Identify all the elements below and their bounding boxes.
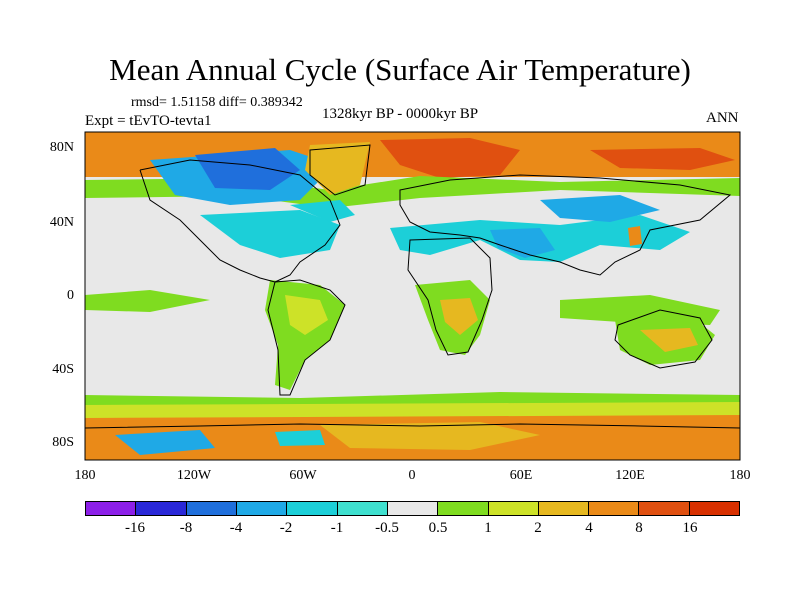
lat-label-0: 0 <box>67 288 74 303</box>
antarctic-cool-patch <box>115 430 215 455</box>
lon-label-60e: 60E <box>509 468 533 483</box>
lon-label-180e: 180 <box>729 468 751 483</box>
colorbar-label: 2 <box>534 520 542 536</box>
colorbar-box <box>488 502 539 515</box>
colorbar-box <box>387 502 439 515</box>
colorbar-label: -8 <box>179 520 193 536</box>
colorbar <box>85 501 740 516</box>
colorbar-label: -1 <box>330 520 344 536</box>
colorbar-box <box>438 502 489 515</box>
colorbar-box <box>136 502 187 515</box>
arctic-hot-patch-2 <box>590 148 735 170</box>
lat-label-40n: 40N <box>49 215 74 230</box>
colorbar-label: 8 <box>635 520 643 536</box>
canada-cold <box>195 148 300 190</box>
siberia-cool <box>540 195 660 222</box>
lat-label-40s: 40S <box>52 362 74 377</box>
stats-text: rmsd= 1.51158 diff= 0.389342 <box>131 95 303 110</box>
colorbar-label: -2 <box>279 520 293 536</box>
chart-title: Mean Annual Cycle (Surface Air Temperatu… <box>109 52 691 87</box>
colorbar-box <box>86 502 137 515</box>
lon-label-120w: 120W <box>176 468 212 483</box>
atlantic-cool <box>290 200 355 222</box>
greenland-warm <box>305 142 370 195</box>
middle-east-cool <box>490 228 555 258</box>
colorbar-box <box>589 502 640 515</box>
colorbar-box <box>186 502 237 515</box>
map-field <box>85 132 740 460</box>
australia-core <box>640 328 698 352</box>
lat-label-80s: 80S <box>52 435 74 450</box>
lon-label-120e: 120E <box>615 468 645 483</box>
period-text: 1328kyr BP - 0000kyr BP <box>322 106 479 122</box>
arctic-hot-patch <box>380 138 520 178</box>
colorbar-label: -0.5 <box>375 520 399 536</box>
na-midlat-cool <box>200 210 340 258</box>
map-frame <box>84 131 741 461</box>
colorbar-label: 16 <box>682 520 698 536</box>
colorbar-box <box>287 502 338 515</box>
equatorial-pacific-warm <box>85 290 210 312</box>
lon-label-0: 0 <box>408 468 416 483</box>
colorbar-label: -16 <box>125 520 145 536</box>
experiment-text: Expt = tEvTO-tevta1 <box>85 113 212 129</box>
south-america-core <box>285 295 328 335</box>
east-asia-warm <box>628 226 642 246</box>
lat-label-80n: 80N <box>49 140 74 155</box>
africa-core <box>440 298 478 335</box>
colorbar-label: 0.5 <box>428 520 448 536</box>
colorbar-box <box>639 502 690 515</box>
colorbar-box <box>538 502 590 515</box>
antarctic-cool-patch-2 <box>275 430 325 446</box>
season-text: ANN <box>706 110 739 126</box>
colorbar-label: 4 <box>585 520 593 536</box>
colorbar-box <box>689 502 740 515</box>
colorbar-label: -4 <box>229 520 243 536</box>
coastlines <box>85 144 740 429</box>
colorbar-box <box>337 502 388 515</box>
lon-label-180w: 180 <box>74 468 96 483</box>
colorbar-label: 1 <box>484 520 492 536</box>
colorbar-box <box>236 502 288 515</box>
lon-label-60w: 60W <box>289 468 317 483</box>
antarctic-warm-patch <box>320 422 540 450</box>
